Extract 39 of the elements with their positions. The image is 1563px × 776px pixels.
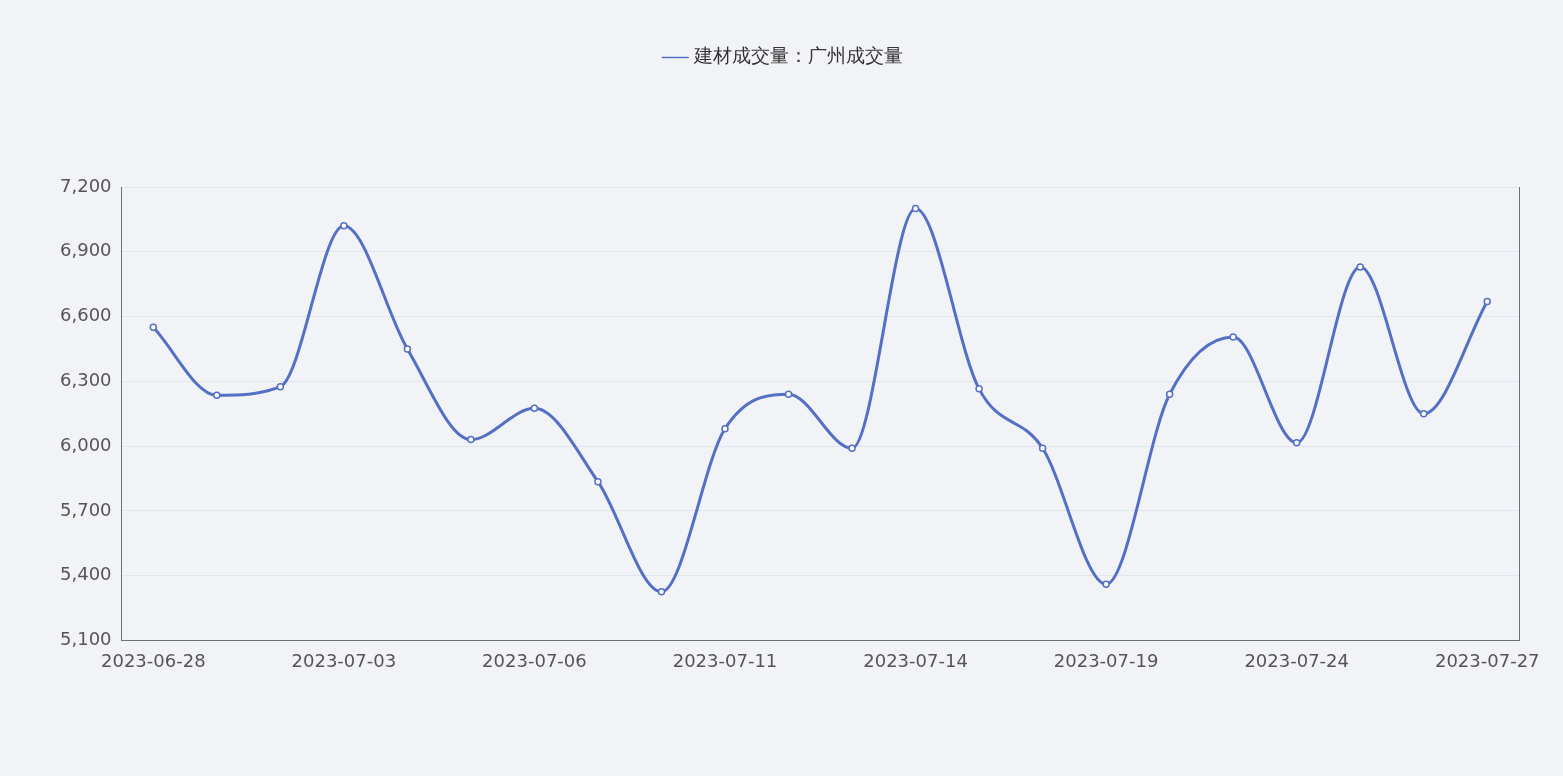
point xyxy=(403,345,412,353)
y-tick-label: 6,900 xyxy=(60,239,112,261)
y-tick-label: 7,200 xyxy=(60,174,112,196)
point xyxy=(1165,390,1174,399)
point xyxy=(911,204,920,213)
x-tick-label: 2023-07-24 xyxy=(1244,649,1349,671)
point xyxy=(1483,297,1491,306)
point xyxy=(1229,333,1237,341)
y-tick-label: 6,300 xyxy=(60,368,112,390)
legend-label: 建材成交量：广州成交量 xyxy=(693,44,904,67)
x-tick-label: 2023-07-11 xyxy=(672,649,778,671)
y-tick-label: 5,400 xyxy=(60,563,112,585)
point xyxy=(467,435,475,444)
point xyxy=(1292,439,1301,447)
point xyxy=(1356,263,1364,271)
point xyxy=(1038,444,1047,452)
point xyxy=(975,385,983,393)
x-tick-label: 2023-07-06 xyxy=(482,649,587,671)
point xyxy=(657,588,666,596)
point xyxy=(848,444,856,452)
x-tick-label: 2023-07-03 xyxy=(291,649,397,671)
x-tick-label: 2023-07-27 xyxy=(1434,649,1540,671)
point xyxy=(530,404,539,413)
y-tick-label: 5,100 xyxy=(60,628,112,650)
point xyxy=(213,391,221,400)
point xyxy=(784,390,793,399)
point xyxy=(594,477,602,486)
y-tick-label: 5,700 xyxy=(60,498,112,520)
point xyxy=(721,425,729,433)
point xyxy=(1102,580,1110,589)
x-tick-label: 2023-07-19 xyxy=(1053,649,1159,671)
point xyxy=(1419,409,1428,418)
y-tick-label: 6,000 xyxy=(60,433,112,455)
point xyxy=(149,323,158,332)
x-tick-label: 2023-06-28 xyxy=(100,649,206,671)
x-tick-label: 2023-07-14 xyxy=(863,649,968,671)
point xyxy=(340,222,348,230)
y-tick-label: 6,600 xyxy=(60,304,112,326)
point xyxy=(276,382,285,391)
